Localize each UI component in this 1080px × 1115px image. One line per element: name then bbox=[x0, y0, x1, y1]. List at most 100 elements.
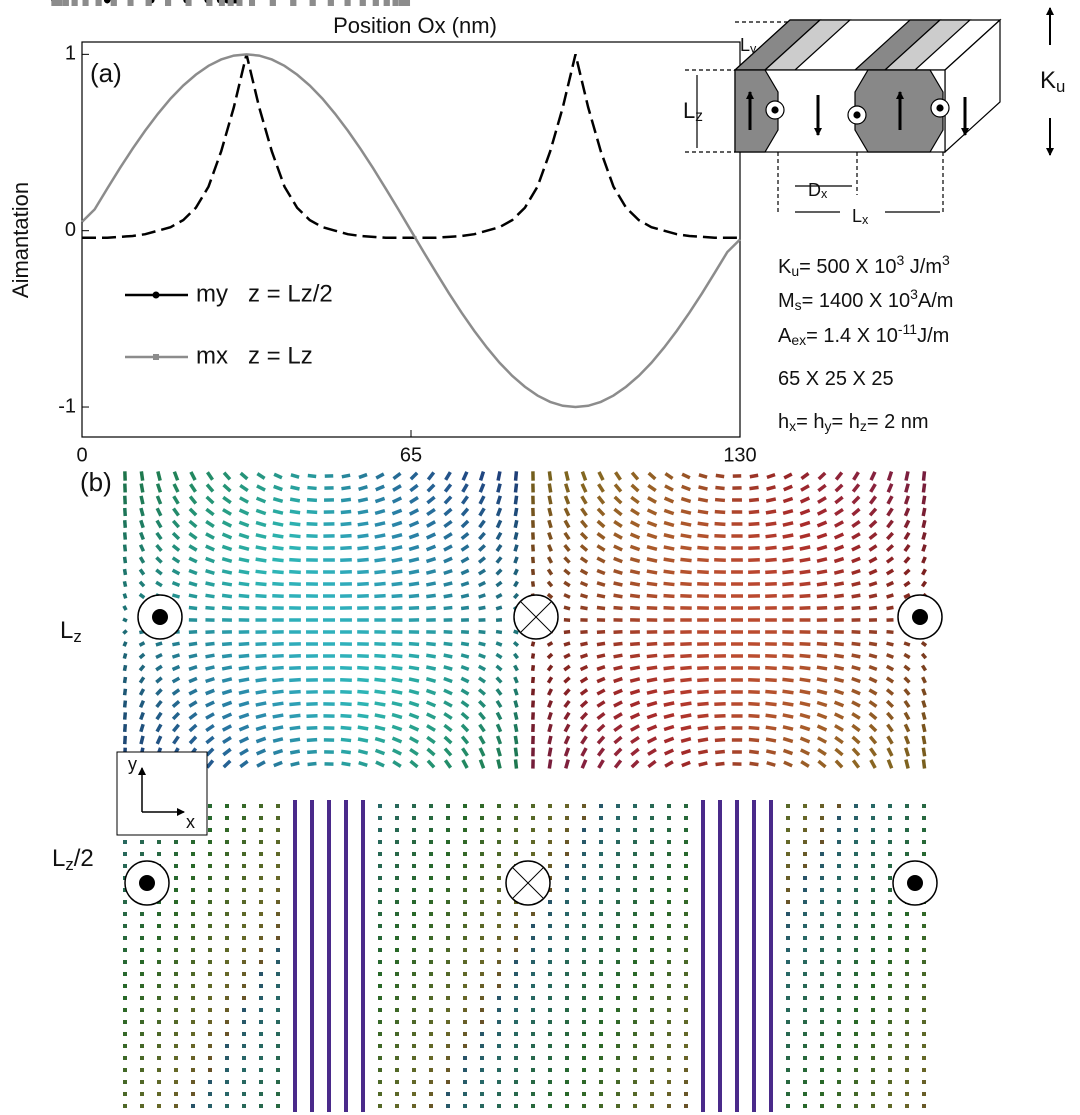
field-dot bbox=[803, 1056, 807, 1060]
field-arrow bbox=[765, 581, 777, 587]
field-dot bbox=[599, 1008, 603, 1012]
field-dot bbox=[616, 1056, 620, 1060]
field-arrow bbox=[579, 580, 589, 588]
label-part: x bbox=[789, 418, 796, 434]
field-arrow bbox=[629, 700, 641, 708]
field-arrow bbox=[596, 495, 606, 505]
field-dot bbox=[871, 1032, 875, 1036]
field-dot bbox=[242, 804, 246, 808]
field-arrow bbox=[834, 641, 844, 647]
field-dot bbox=[650, 1080, 654, 1084]
field-dot bbox=[922, 996, 926, 1000]
label-part: A/m bbox=[918, 290, 954, 312]
label-part: = 2 nm bbox=[867, 411, 929, 433]
field-arrow bbox=[697, 689, 709, 695]
field-arrow bbox=[461, 495, 469, 505]
field-arrow bbox=[816, 581, 828, 587]
field-arrow bbox=[391, 748, 403, 756]
field-dot bbox=[616, 984, 620, 988]
field-dot bbox=[225, 1092, 229, 1096]
field-arrow bbox=[138, 592, 146, 600]
field-dot bbox=[684, 1080, 688, 1084]
field-arrow bbox=[272, 509, 284, 515]
field-arrow bbox=[851, 688, 861, 696]
field-arrow bbox=[239, 496, 249, 504]
field-dot bbox=[276, 996, 280, 1000]
label-part: = h bbox=[831, 411, 859, 433]
field-arrow bbox=[629, 556, 641, 564]
field-dot bbox=[191, 936, 195, 940]
field-arrow bbox=[851, 532, 861, 540]
field-arrow bbox=[765, 665, 777, 671]
field-arrow bbox=[886, 759, 894, 769]
field-dot bbox=[378, 984, 382, 988]
marker bbox=[392, 0, 399, 6]
field-arrow bbox=[155, 544, 163, 552]
field-dot bbox=[497, 852, 501, 856]
field-arrow bbox=[868, 664, 878, 672]
field-arrow bbox=[868, 531, 878, 541]
field-dot bbox=[616, 912, 620, 916]
field-arrow bbox=[564, 483, 570, 493]
field-arrow bbox=[443, 544, 453, 552]
field-arrow bbox=[921, 723, 927, 733]
field-arrow bbox=[290, 473, 300, 479]
field-arrow bbox=[155, 519, 163, 529]
field-dot bbox=[786, 924, 790, 928]
field-dot bbox=[548, 828, 552, 832]
field-dot bbox=[429, 816, 433, 820]
field-dot bbox=[225, 960, 229, 964]
label-part: 3 bbox=[896, 252, 904, 268]
field-dot bbox=[463, 972, 467, 976]
field-arrow bbox=[816, 700, 828, 708]
field-arrow bbox=[749, 485, 759, 491]
field-dot bbox=[548, 1068, 552, 1072]
field-arrow bbox=[478, 471, 486, 481]
field-dot bbox=[905, 1080, 909, 1084]
field-dot bbox=[395, 1044, 399, 1048]
field-arrow bbox=[564, 759, 570, 769]
field-dot bbox=[837, 828, 841, 832]
field-arrow bbox=[238, 724, 250, 732]
field-dot bbox=[259, 1020, 263, 1024]
field-arrow bbox=[443, 593, 453, 599]
field-arrow bbox=[272, 713, 284, 719]
field-dot bbox=[667, 864, 671, 868]
field-arrow bbox=[357, 713, 369, 719]
field-dot bbox=[463, 876, 467, 880]
field-arrow bbox=[408, 665, 420, 671]
field-dot bbox=[837, 876, 841, 880]
field-arrow bbox=[155, 507, 163, 517]
field-arrow bbox=[834, 759, 844, 769]
field-dot bbox=[140, 1104, 144, 1108]
field-arrow bbox=[477, 676, 487, 684]
field-arrow bbox=[391, 677, 403, 683]
field-dot bbox=[650, 900, 654, 904]
field-arrow bbox=[547, 531, 553, 541]
field-arrow bbox=[885, 544, 895, 552]
field-arrow bbox=[357, 677, 369, 683]
field-arrow bbox=[748, 701, 760, 707]
field-dot bbox=[786, 804, 790, 808]
field-dot bbox=[429, 1104, 433, 1108]
field-dot bbox=[412, 984, 416, 988]
field-dot bbox=[684, 948, 688, 952]
field-dot bbox=[276, 936, 280, 940]
field-arrow bbox=[799, 496, 811, 504]
field-arrow bbox=[868, 507, 878, 517]
field-dot bbox=[888, 1020, 892, 1024]
field-dot bbox=[446, 1020, 450, 1024]
field-dot bbox=[259, 960, 263, 964]
field-arrow bbox=[255, 724, 267, 732]
field-arrow bbox=[817, 483, 827, 493]
field-dot bbox=[191, 888, 195, 892]
field-dot bbox=[123, 948, 127, 952]
field-dot bbox=[378, 900, 382, 904]
field-dot bbox=[123, 924, 127, 928]
field-arrow bbox=[478, 580, 486, 588]
field-dot bbox=[616, 816, 620, 820]
field-dot bbox=[548, 1044, 552, 1048]
field-arrow bbox=[205, 688, 215, 696]
field-dot bbox=[412, 864, 416, 868]
field-arrow bbox=[340, 725, 352, 731]
